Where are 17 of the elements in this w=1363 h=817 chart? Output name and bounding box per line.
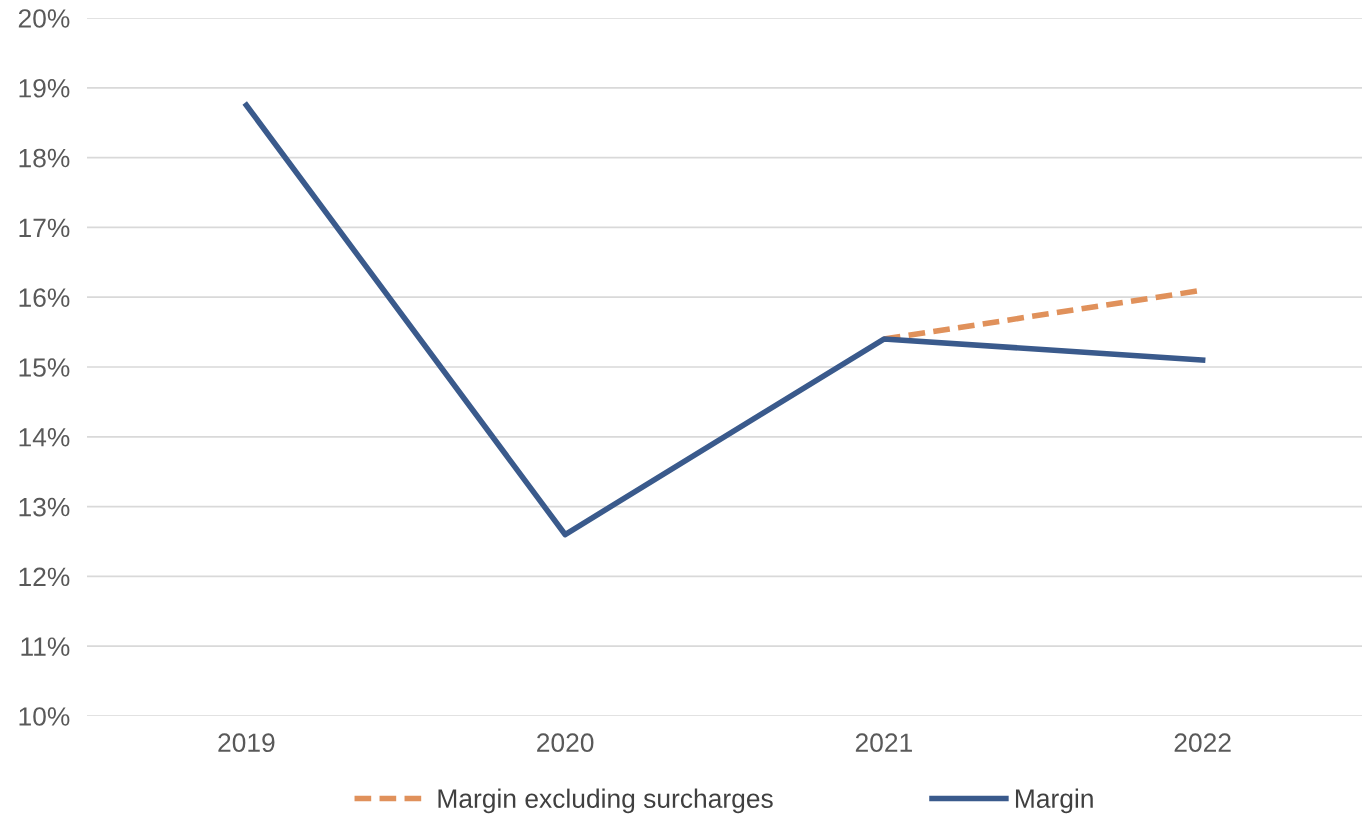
- x-tick-label: 2019: [218, 733, 275, 753]
- y-tick-label: 15%: [19, 358, 70, 377]
- legend-label: Margin excluding surcharges: [438, 788, 773, 814]
- y-tick-label: 18%: [19, 148, 70, 168]
- y-tick-label: 11%: [21, 637, 70, 656]
- y-tick-label: 14%: [19, 428, 70, 447]
- x-tick-label: 2022: [1174, 733, 1231, 753]
- y-tick-label: 20%: [18, 9, 70, 28]
- y-tick-label: 16%: [19, 288, 70, 308]
- y-tick-label: 13%: [19, 497, 70, 517]
- y-tick-label: 19%: [19, 78, 70, 98]
- y-tick-label: 12%: [19, 567, 70, 587]
- y-tick-label: 10%: [19, 707, 70, 726]
- x-tick-label: 2021: [855, 733, 912, 753]
- y-tick-label: 17%: [19, 218, 70, 238]
- x-tick-label: 2020: [537, 733, 594, 753]
- legend-label: Margin: [1015, 788, 1093, 814]
